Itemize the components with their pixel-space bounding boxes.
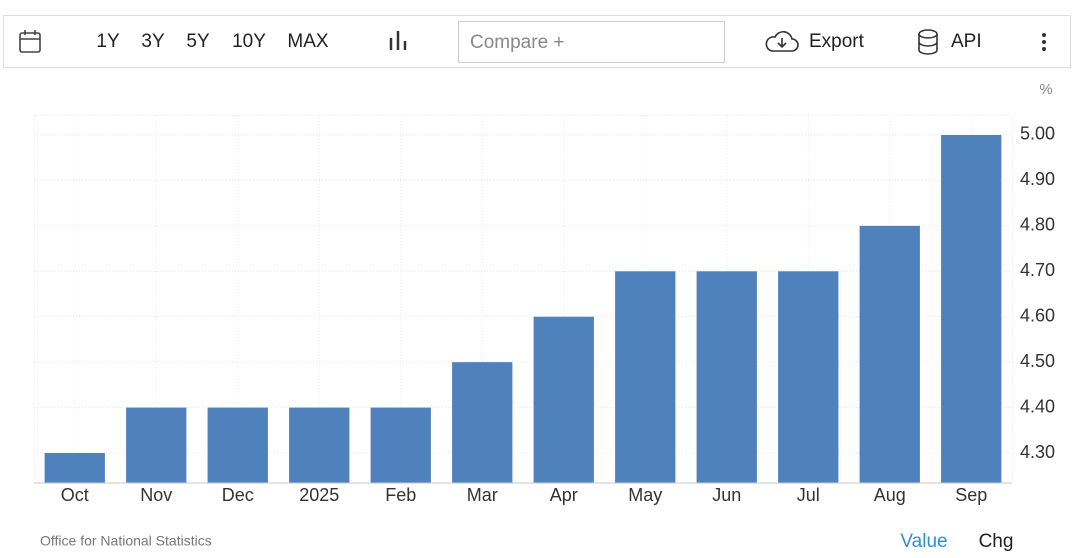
y-tick-label: 4.90: [1020, 169, 1055, 189]
bar: [126, 407, 187, 483]
menu-icon[interactable]: [1042, 33, 1046, 51]
x-tick-label: Oct: [61, 485, 89, 505]
range-button[interactable]: MAX: [287, 31, 329, 52]
compare-box[interactable]: [458, 21, 725, 63]
x-tick-label: Jun: [712, 485, 741, 505]
source: Office for National Statistics: [40, 533, 212, 549]
y-tick-label: 4.40: [1020, 396, 1055, 416]
x-tick-label: Dec: [222, 485, 254, 505]
x-tick-label: Apr: [550, 485, 578, 505]
bar: [289, 407, 350, 483]
api-icon[interactable]: [918, 29, 938, 55]
x-tick-label: Feb: [385, 485, 416, 505]
x-tick-label: Jul: [797, 485, 820, 505]
bar: [533, 316, 594, 483]
value-tab[interactable]: Value: [900, 531, 947, 552]
x-tick-label: Aug: [874, 485, 906, 505]
bar: [941, 134, 1002, 484]
plot-frame: [34, 115, 1013, 484]
x-tick-label: Sep: [955, 485, 987, 505]
bar: [452, 362, 513, 483]
calendar-icon[interactable]: [19, 30, 41, 53]
export-icon[interactable]: [765, 31, 799, 52]
export-button[interactable]: Export: [809, 31, 865, 52]
y-tick-label: 5.00: [1020, 124, 1055, 144]
x-tick-label: Nov: [140, 485, 172, 505]
range-button[interactable]: 3Y: [141, 31, 165, 52]
range-button[interactable]: 5Y: [186, 31, 210, 52]
bar: [696, 271, 757, 483]
bar: [207, 407, 268, 483]
bar: [44, 453, 105, 483]
x-tick-label: 2025: [299, 485, 339, 505]
x-tick-label: May: [628, 485, 662, 505]
bar: [859, 225, 920, 484]
y-tick-label: 4.30: [1020, 442, 1055, 462]
api-button[interactable]: API: [951, 31, 982, 52]
unit-label: %: [1039, 81, 1052, 98]
y-tick-label: 4.80: [1020, 215, 1055, 235]
compare-input[interactable]: Compare +: [470, 32, 565, 53]
bar: [615, 271, 676, 483]
y-tick-label: 4.50: [1020, 351, 1055, 371]
range-button[interactable]: 1Y: [96, 31, 120, 52]
bar: [778, 271, 839, 483]
range-button[interactable]: 10Y: [232, 31, 266, 52]
bar: [370, 407, 431, 483]
chart-type-icon[interactable]: [389, 31, 407, 50]
x-tick-label: Mar: [467, 485, 498, 505]
y-tick-label: 4.60: [1020, 305, 1055, 325]
y-tick-label: 4.70: [1020, 260, 1055, 280]
chg-tab[interactable]: Chg: [979, 531, 1014, 552]
